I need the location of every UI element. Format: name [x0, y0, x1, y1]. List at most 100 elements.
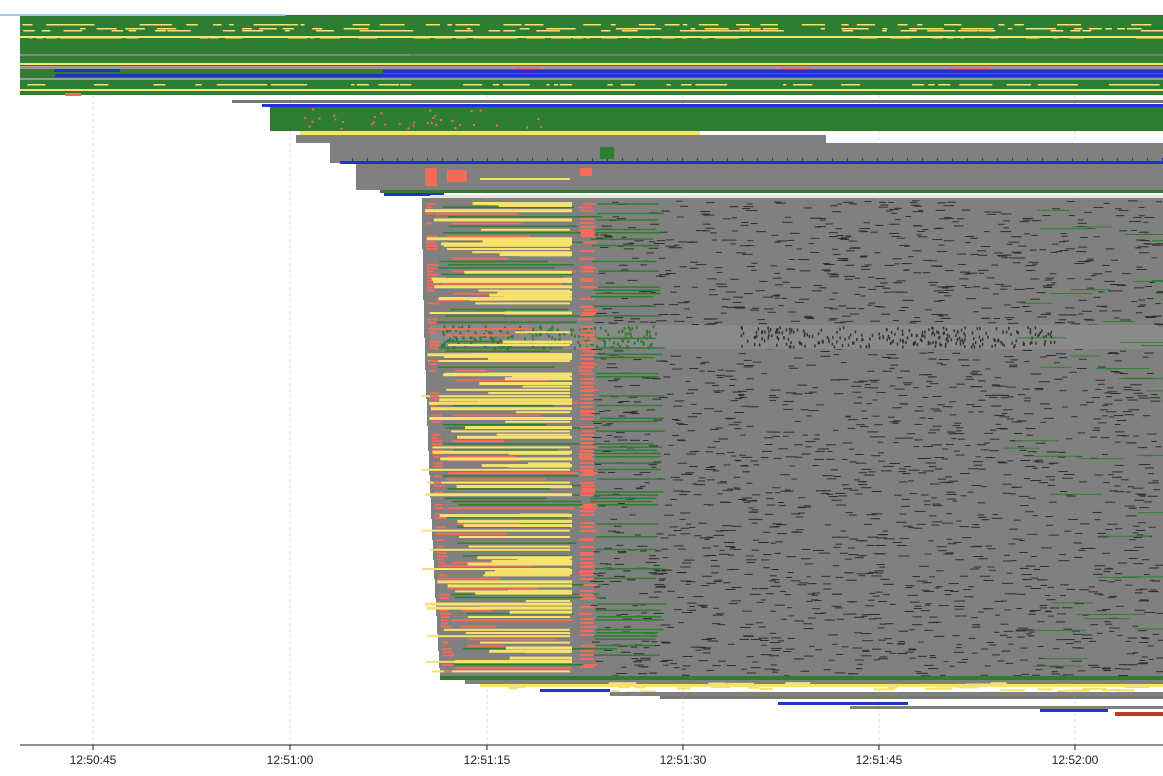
- task-marker[interactable]: [806, 576, 812, 578]
- task-bar-pending[interactable]: [944, 24, 962, 26]
- task-bar-running[interactable]: [410, 54, 1163, 56]
- task-bar[interactable]: [447, 488, 551, 490]
- task-marker[interactable]: [709, 465, 716, 467]
- task-marker[interactable]: [912, 342, 915, 346]
- task-marker[interactable]: [783, 675, 790, 677]
- task-bar-pending[interactable]: [378, 84, 400, 86]
- task-marker[interactable]: [674, 400, 685, 402]
- task-marker[interactable]: [868, 302, 876, 304]
- task-marker[interactable]: [847, 427, 856, 429]
- task-marker[interactable]: [793, 444, 803, 446]
- task-bar-running[interactable]: [429, 454, 1163, 455]
- task-marker[interactable]: [1102, 608, 1111, 610]
- task-bar-running[interactable]: [440, 675, 1163, 676]
- task-bar-pending[interactable]: [710, 84, 728, 86]
- task-marker[interactable]: [894, 263, 900, 265]
- task-marker[interactable]: [964, 286, 972, 288]
- task-marker[interactable]: [648, 572, 658, 574]
- task-marker[interactable]: [1109, 595, 1118, 597]
- task-bar-running[interactable]: [423, 277, 1163, 278]
- task-marker[interactable]: [892, 282, 903, 284]
- task-bar[interactable]: [532, 327, 535, 331]
- task-bar-running[interactable]: [430, 494, 1163, 495]
- task-marker[interactable]: [650, 223, 660, 225]
- task-bar-scheduled[interactable]: [652, 158, 653, 162]
- task-marker[interactable]: [729, 239, 737, 241]
- task-bar-running[interactable]: [424, 316, 1163, 317]
- task-bar-failed[interactable]: [65, 93, 81, 96]
- task-marker[interactable]: [900, 505, 911, 507]
- task-marker[interactable]: [948, 433, 957, 435]
- task-marker[interactable]: [1140, 495, 1146, 497]
- task-bar-failed[interactable]: [580, 378, 594, 380]
- task-marker[interactable]: [1135, 529, 1146, 531]
- task-marker[interactable]: [708, 318, 718, 320]
- task-bar-failed[interactable]: [407, 127, 410, 130]
- task-marker[interactable]: [652, 398, 662, 400]
- task-marker[interactable]: [868, 288, 877, 290]
- task-marker[interactable]: [668, 247, 675, 249]
- task-marker[interactable]: [699, 477, 706, 479]
- task-bar[interactable]: [595, 638, 656, 640]
- task-marker[interactable]: [705, 202, 715, 204]
- task-marker[interactable]: [685, 472, 695, 474]
- task-bar-failed[interactable]: [467, 638, 557, 641]
- task-marker[interactable]: [947, 339, 949, 343]
- task-marker[interactable]: [640, 657, 651, 659]
- task-bar-running[interactable]: [435, 582, 1163, 583]
- task-marker[interactable]: [1000, 285, 1012, 287]
- task-marker[interactable]: [889, 462, 900, 464]
- task-bar-failed[interactable]: [451, 619, 574, 622]
- task-bar-failed[interactable]: [308, 125, 311, 128]
- task-marker[interactable]: [938, 359, 950, 361]
- task-marker[interactable]: [905, 585, 915, 587]
- task-marker[interactable]: [874, 285, 885, 287]
- task-marker[interactable]: [670, 355, 681, 357]
- task-bar-running[interactable]: [434, 576, 1163, 577]
- task-marker[interactable]: [1157, 639, 1163, 641]
- task-bar[interactable]: [557, 338, 560, 342]
- task-bar-pending[interactable]: [154, 30, 167, 32]
- task-marker[interactable]: [892, 320, 899, 322]
- task-marker[interactable]: [1106, 411, 1117, 413]
- task-marker[interactable]: [1039, 604, 1048, 606]
- task-marker[interactable]: [858, 230, 867, 232]
- task-bar-running[interactable]: [20, 78, 1163, 80]
- task-marker[interactable]: [1107, 352, 1119, 354]
- task-marker[interactable]: [1113, 290, 1123, 292]
- task-marker[interactable]: [1108, 490, 1118, 492]
- task-bar-pending[interactable]: [242, 30, 264, 32]
- task-bar-running[interactable]: [422, 208, 1163, 209]
- task-marker[interactable]: [1138, 464, 1145, 466]
- task-marker[interactable]: [771, 568, 779, 570]
- task-marker[interactable]: [598, 505, 606, 507]
- task-marker[interactable]: [1080, 404, 1088, 406]
- task-marker[interactable]: [804, 331, 806, 335]
- task-marker[interactable]: [764, 513, 774, 515]
- task-marker[interactable]: [1115, 464, 1124, 466]
- task-marker[interactable]: [732, 391, 742, 393]
- task-bar-scheduled[interactable]: [562, 158, 563, 162]
- task-bar-failed[interactable]: [433, 456, 440, 458]
- task-marker[interactable]: [830, 205, 838, 207]
- task-bar-pending[interactable]: [431, 670, 570, 673]
- task-marker[interactable]: [798, 658, 804, 660]
- task-bar-running[interactable]: [440, 668, 1163, 669]
- task-bar-running[interactable]: [425, 363, 1163, 364]
- task-bar[interactable]: [596, 478, 666, 480]
- task-bar-pending[interactable]: [841, 28, 857, 30]
- task-bar-failed[interactable]: [426, 241, 437, 244]
- task-marker[interactable]: [1059, 357, 1068, 359]
- task-bar[interactable]: [447, 264, 574, 266]
- task-marker[interactable]: [840, 236, 851, 238]
- task-bar-pending[interactable]: [1064, 689, 1088, 692]
- task-marker[interactable]: [1150, 400, 1161, 402]
- task-marker[interactable]: [715, 427, 724, 429]
- task-marker[interactable]: [1006, 386, 1016, 388]
- task-marker[interactable]: [1050, 251, 1058, 253]
- task-bar-running[interactable]: [425, 353, 1163, 354]
- task-bar-failed[interactable]: [455, 379, 548, 382]
- task-marker[interactable]: [949, 665, 956, 667]
- task-bar[interactable]: [595, 219, 658, 221]
- task-marker[interactable]: [1137, 494, 1147, 496]
